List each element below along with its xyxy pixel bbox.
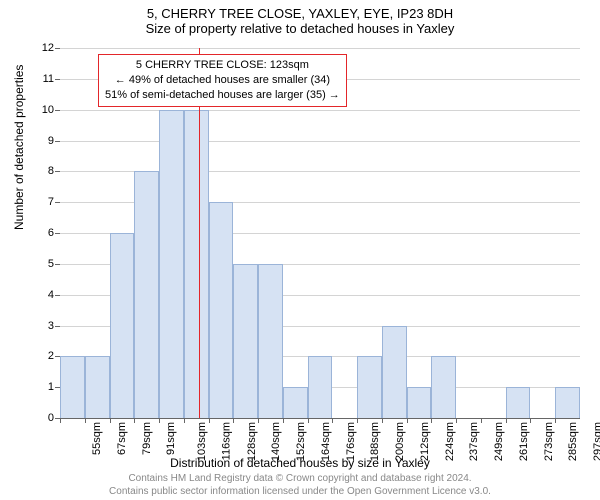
grid-line <box>60 141 580 142</box>
footer-line2: Contains public sector information licen… <box>0 486 600 499</box>
footer-attribution: Contains HM Land Registry data © Crown c… <box>0 473 600 498</box>
x-tick-mark <box>407 418 408 423</box>
x-tick-mark <box>233 418 234 423</box>
histogram-bar <box>357 356 382 418</box>
footer-line1: Contains HM Land Registry data © Crown c… <box>0 473 600 486</box>
y-tick-label: 10 <box>24 104 54 116</box>
histogram-bar <box>506 387 531 418</box>
histogram-bar <box>555 387 580 418</box>
y-tick-label: 12 <box>24 42 54 54</box>
y-tick-mark <box>55 141 60 142</box>
annotation-line: ← 49% of detached houses are smaller (34… <box>105 73 340 88</box>
x-tick-mark <box>456 418 457 423</box>
y-tick-label: 2 <box>24 350 54 362</box>
y-tick-mark <box>55 110 60 111</box>
x-tick-mark <box>110 418 111 423</box>
histogram-bar <box>184 110 209 418</box>
y-tick-mark <box>55 233 60 234</box>
histogram-bar <box>283 387 308 418</box>
x-tick-mark <box>530 418 531 423</box>
x-tick-mark <box>357 418 358 423</box>
x-tick-label: 79sqm <box>141 422 153 455</box>
x-tick-mark <box>184 418 185 423</box>
y-tick-label: 9 <box>24 135 54 147</box>
x-axis-line <box>60 418 580 419</box>
x-tick-mark <box>382 418 383 423</box>
y-tick-label: 6 <box>24 227 54 239</box>
histogram-bar <box>431 356 456 418</box>
y-tick-mark <box>55 264 60 265</box>
annotation-line: 5 CHERRY TREE CLOSE: 123sqm <box>105 58 340 73</box>
y-tick-mark <box>55 326 60 327</box>
y-tick-label: 7 <box>24 196 54 208</box>
x-tick-label: 116sqm <box>220 422 232 460</box>
y-tick-label: 11 <box>24 73 54 85</box>
histogram-bar <box>85 356 110 418</box>
histogram-bar <box>258 264 283 418</box>
x-tick-mark <box>134 418 135 423</box>
x-tick-mark <box>481 418 482 423</box>
histogram-bar <box>308 356 333 418</box>
x-tick-label: 67sqm <box>116 422 128 455</box>
grid-line <box>60 110 580 111</box>
x-tick-mark <box>283 418 284 423</box>
x-tick-mark <box>60 418 61 423</box>
x-tick-mark <box>332 418 333 423</box>
x-axis-label: Distribution of detached houses by size … <box>0 456 600 470</box>
histogram-bar <box>407 387 432 418</box>
histogram-bar <box>209 202 234 418</box>
x-tick-mark <box>209 418 210 423</box>
x-tick-label: 91sqm <box>165 422 177 455</box>
histogram-bar <box>159 110 184 418</box>
y-tick-label: 1 <box>24 381 54 393</box>
y-tick-label: 0 <box>24 412 54 424</box>
annotation-line: 51% of semi-detached houses are larger (… <box>105 88 340 103</box>
annotation-box: 5 CHERRY TREE CLOSE: 123sqm← 49% of deta… <box>98 54 347 107</box>
x-tick-mark <box>506 418 507 423</box>
plot-region: 012345678910111255sqm67sqm79sqm91sqm103s… <box>60 48 580 418</box>
histogram-bar <box>60 356 85 418</box>
x-tick-label: 55sqm <box>91 422 103 455</box>
y-tick-mark <box>55 295 60 296</box>
x-tick-mark <box>555 418 556 423</box>
y-tick-label: 5 <box>24 258 54 270</box>
chart-plot-area: 012345678910111255sqm67sqm79sqm91sqm103s… <box>60 48 580 418</box>
x-tick-mark <box>258 418 259 423</box>
x-tick-mark <box>308 418 309 423</box>
x-tick-mark <box>431 418 432 423</box>
y-tick-mark <box>55 79 60 80</box>
histogram-bar <box>382 326 407 419</box>
chart-container: 5, CHERRY TREE CLOSE, YAXLEY, EYE, IP23 … <box>0 0 600 500</box>
y-tick-mark <box>55 171 60 172</box>
grid-line <box>60 48 580 49</box>
histogram-bar <box>134 171 159 418</box>
histogram-bar <box>110 233 135 418</box>
histogram-bar <box>233 264 258 418</box>
y-tick-label: 3 <box>24 320 54 332</box>
y-tick-label: 8 <box>24 165 54 177</box>
chart-subtitle: Size of property relative to detached ho… <box>0 21 600 36</box>
x-tick-mark <box>85 418 86 423</box>
chart-title: 5, CHERRY TREE CLOSE, YAXLEY, EYE, IP23 … <box>0 0 600 21</box>
y-tick-label: 4 <box>24 289 54 301</box>
y-tick-mark <box>55 202 60 203</box>
x-tick-mark <box>159 418 160 423</box>
y-tick-mark <box>55 48 60 49</box>
